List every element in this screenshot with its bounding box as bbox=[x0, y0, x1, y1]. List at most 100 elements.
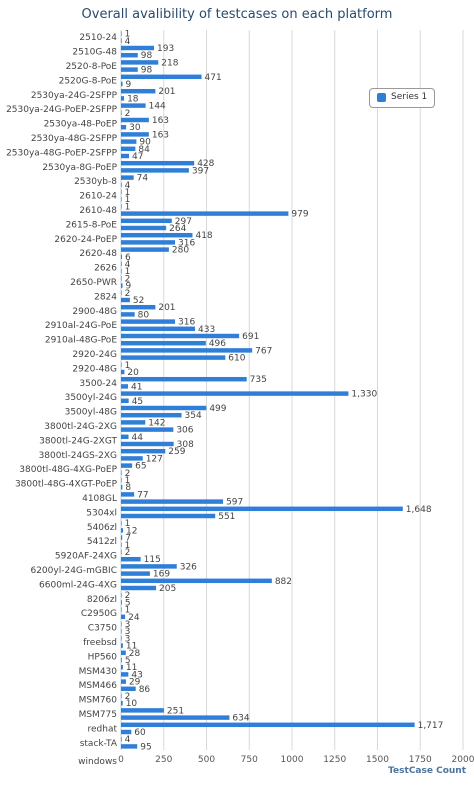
bar bbox=[121, 592, 122, 598]
category-label: 2920-48G bbox=[72, 364, 117, 374]
category-label: 3800tl-48G-4XG-PoEP bbox=[19, 465, 117, 475]
category-label: 3800tl-24G-2XGT bbox=[39, 436, 117, 446]
bar bbox=[121, 535, 123, 540]
bar bbox=[121, 477, 122, 483]
bar bbox=[121, 643, 123, 648]
data-label: 11 bbox=[126, 663, 137, 673]
bar bbox=[121, 31, 122, 36]
chart-title: Overall avalibility of testcases on each… bbox=[81, 7, 393, 22]
data-label: 86 bbox=[139, 685, 151, 695]
data-label: 326 bbox=[180, 562, 197, 572]
category-label: 2824 bbox=[94, 292, 117, 302]
data-label: 297 bbox=[175, 217, 192, 227]
category-label: 3500-24 bbox=[79, 379, 117, 389]
data-label: 28 bbox=[129, 649, 141, 659]
category-label: 2615-8-PoE bbox=[66, 220, 118, 230]
data-label: 7 bbox=[125, 534, 131, 544]
category-label: 6200yl-24G-mGBIC bbox=[30, 566, 117, 576]
category-label: 5406zl bbox=[87, 523, 117, 533]
bar bbox=[121, 52, 138, 58]
x-tick-label: 0 bbox=[118, 755, 124, 765]
category-label: C3750 bbox=[88, 624, 117, 634]
data-label: 169 bbox=[153, 570, 170, 580]
data-label: 60 bbox=[134, 728, 146, 738]
bar bbox=[121, 463, 133, 468]
data-label: 1 bbox=[125, 195, 131, 205]
data-label: 11 bbox=[126, 642, 137, 652]
bar bbox=[121, 484, 123, 490]
data-label: 634 bbox=[232, 714, 249, 724]
data-label: 98 bbox=[141, 66, 153, 76]
category-label: 3800tl-48G-4XGT-PoEP bbox=[15, 480, 118, 490]
bar bbox=[121, 74, 202, 80]
bar bbox=[121, 110, 122, 116]
data-label: 280 bbox=[172, 246, 189, 256]
data-label: 65 bbox=[135, 462, 146, 472]
x-tick-label: 750 bbox=[241, 755, 258, 765]
bar bbox=[121, 254, 123, 260]
data-label: 18 bbox=[127, 94, 139, 104]
data-label: 306 bbox=[176, 426, 193, 436]
data-label: 418 bbox=[195, 231, 212, 241]
data-label: 115 bbox=[144, 555, 161, 565]
bar bbox=[121, 657, 122, 663]
data-label: 1 bbox=[125, 476, 131, 486]
bar bbox=[121, 744, 138, 749]
bar bbox=[121, 304, 156, 310]
category-label: 2620-48 bbox=[79, 249, 117, 259]
bar bbox=[121, 67, 138, 72]
category-label: 3800tl-24G-2XG bbox=[44, 422, 117, 432]
data-label: 6 bbox=[125, 253, 131, 263]
bar bbox=[121, 434, 129, 440]
bar bbox=[121, 362, 122, 368]
category-label: MSM775 bbox=[79, 710, 117, 720]
bar bbox=[121, 448, 166, 454]
data-label: 90 bbox=[139, 138, 151, 148]
bar bbox=[121, 549, 122, 555]
bar bbox=[121, 218, 172, 224]
data-label: 1,330 bbox=[351, 390, 377, 400]
data-label: 84 bbox=[138, 145, 150, 155]
data-label: 551 bbox=[218, 512, 235, 522]
data-label: 2 bbox=[125, 692, 131, 702]
data-label: 2 bbox=[125, 469, 131, 479]
legend[interactable]: Series 1 bbox=[369, 88, 435, 108]
bar bbox=[121, 398, 129, 404]
data-label: 24 bbox=[128, 613, 140, 623]
data-label: 193 bbox=[157, 44, 174, 54]
bar bbox=[121, 506, 403, 512]
bar bbox=[121, 578, 272, 584]
data-label: 2 bbox=[125, 109, 131, 119]
bar bbox=[121, 729, 132, 735]
bar bbox=[121, 391, 349, 396]
category-label: 6600ml-24G-4XG bbox=[39, 580, 117, 590]
data-label: 201 bbox=[158, 303, 175, 313]
bar bbox=[121, 672, 129, 677]
category-label: windows bbox=[78, 757, 117, 767]
bar bbox=[121, 348, 253, 353]
data-label: 2 bbox=[125, 289, 131, 299]
data-label: 499 bbox=[209, 404, 226, 414]
bar bbox=[121, 376, 247, 382]
bar bbox=[121, 240, 176, 245]
data-label: 74 bbox=[137, 174, 149, 184]
data-label: 201 bbox=[158, 87, 175, 97]
category-label: 2530ya-24G-PoEP-2SFPP bbox=[6, 105, 117, 115]
category-label: 2520-8-PoE bbox=[66, 62, 118, 72]
bar bbox=[121, 175, 134, 180]
data-label: 259 bbox=[168, 447, 185, 457]
data-label: 2 bbox=[125, 548, 131, 558]
bar bbox=[121, 132, 149, 137]
bar bbox=[121, 405, 207, 411]
data-label: 610 bbox=[228, 354, 245, 364]
bar bbox=[121, 708, 164, 713]
data-label: 471 bbox=[205, 73, 222, 83]
bar bbox=[121, 168, 189, 173]
bar bbox=[121, 664, 123, 670]
data-label: 251 bbox=[167, 706, 184, 716]
data-label: 1 bbox=[125, 188, 131, 198]
bar bbox=[121, 153, 130, 159]
data-label: 597 bbox=[226, 498, 243, 508]
data-label: 20 bbox=[127, 368, 139, 378]
data-label: 1 bbox=[125, 606, 131, 616]
